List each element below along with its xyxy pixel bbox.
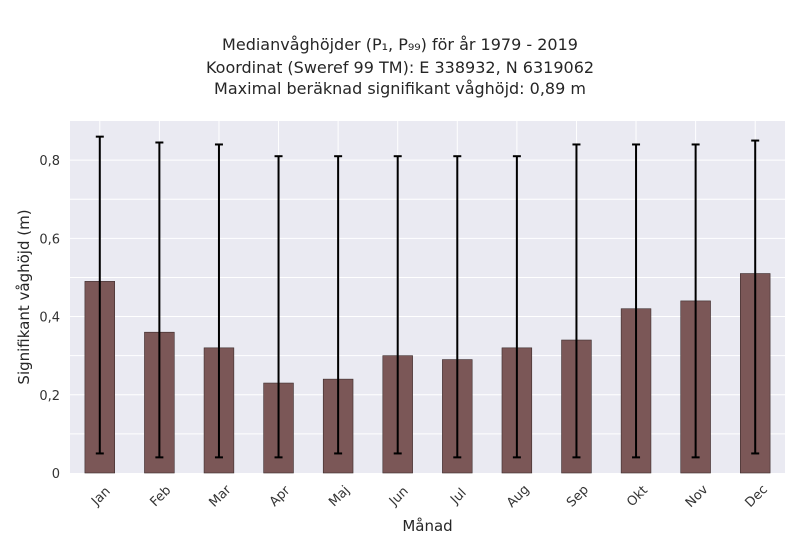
chart-title-line-2: Koordinat (Sweref 99 TM): E 338932, N 63… [205, 58, 595, 77]
x-tick-label: Jan [88, 484, 113, 509]
y-tick-label: 0,4 [39, 311, 60, 326]
x-tick-label: Feb [147, 483, 174, 510]
x-tick-label: Okt [624, 483, 651, 510]
chart-title-line-3: Maximal beräknad signifikant våghöjd: 0,… [214, 79, 586, 98]
y-tick-labels: 0 0,2 0,4 0,6 0,8 [39, 154, 60, 482]
y-tick-label: 0,2 [39, 389, 60, 404]
x-tick-label: Aug [504, 482, 533, 511]
x-tick-label: Nov [683, 482, 712, 511]
x-tick-labels: Jan Feb Mar Apr Maj Jun Jul Aug Sep Okt Nov Dec [88, 482, 771, 511]
y-tick-label: 0,8 [39, 154, 60, 169]
plot-area [70, 121, 785, 473]
x-tick-label: Jun [386, 484, 412, 510]
x-tick-label: Maj [326, 483, 353, 510]
x-tick-label: Mar [207, 482, 235, 510]
chart-title-line-1: Medianvåghöjder (P₁, P₉₉) för år 1979 - … [222, 35, 578, 54]
y-axis-label: Signifikant våghöjd (m) [15, 209, 33, 384]
y-tick-label: 0 [52, 467, 60, 482]
y-tick-label: 0,6 [39, 232, 60, 247]
x-tick-label: Jul [447, 486, 469, 508]
x-axis-label: Månad [402, 517, 452, 535]
error-bars-group [95, 135, 760, 459]
x-tick-label: Sep [564, 483, 592, 511]
x-tick-label: Dec [743, 482, 771, 510]
x-tick-label: Apr [267, 483, 294, 510]
